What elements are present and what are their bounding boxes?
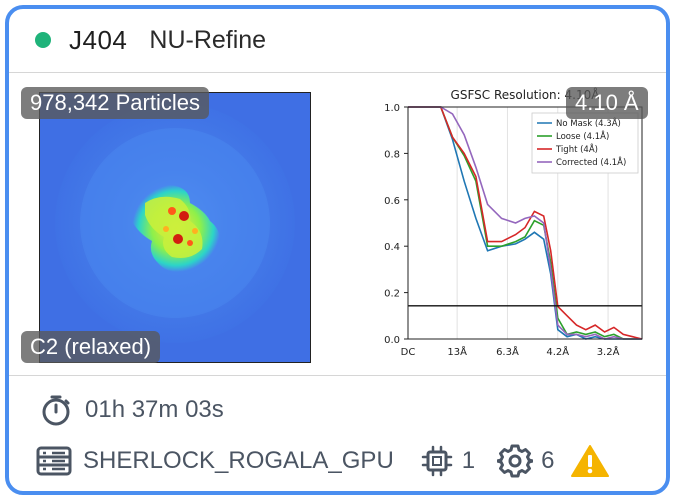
gear-icon xyxy=(497,443,534,479)
header-divider xyxy=(9,72,666,73)
elapsed-time: 01h 37m 03s xyxy=(85,396,224,423)
fsc-chart[interactable]: GSFSC Resolution: 4.10Å DC 13Å 6.3Å 4.2Å 3.2Å… xyxy=(359,81,649,371)
status-dot xyxy=(35,32,51,48)
symmetry-badge: C2 (relaxed) xyxy=(21,331,161,363)
density-map-svg xyxy=(40,93,310,362)
warning-icon[interactable] xyxy=(570,444,609,478)
resolution-badge: 4.10 Å xyxy=(566,87,648,119)
series-line-3 xyxy=(408,106,642,340)
y-tick-label: 0.2 xyxy=(384,289,400,300)
legend-label-2: Tight (4Å) xyxy=(555,143,598,155)
job-id[interactable]: J404 xyxy=(69,24,128,55)
plot-frame xyxy=(407,106,643,340)
y-tick-label: 0.6 xyxy=(384,196,400,207)
y-tick-label: 1.0 xyxy=(384,103,400,114)
job-card[interactable]: J404 NU-Refine xyxy=(5,5,670,495)
density-map-image[interactable] xyxy=(39,92,311,363)
x-tick-label: 6.3Å xyxy=(496,345,519,358)
card-header: J404 NU-Refine xyxy=(9,9,666,71)
x-tick-label: 3.2Å xyxy=(597,345,620,358)
y-tick-label: 0.4 xyxy=(384,242,400,253)
y-tick-label: 0.0 xyxy=(384,335,400,346)
chart-title: GSFSC Resolution: 4.10Å xyxy=(451,87,601,102)
legend-label-1: Loose (4.1Å) xyxy=(556,130,609,142)
legend-label-3: Corrected (4.1Å) xyxy=(556,156,626,168)
stopwatch-icon xyxy=(39,393,73,427)
legend-label-0: No Mask (4.3Å) xyxy=(556,117,621,129)
y-tick-label: 0.8 xyxy=(384,149,400,160)
chip-icon xyxy=(420,444,454,478)
series-line-2 xyxy=(408,106,643,340)
x-tick-label: DC xyxy=(401,347,416,358)
x-tick-label: 4.2Å xyxy=(546,345,569,358)
particles-badge: 978,342 Particles xyxy=(21,87,209,119)
server-icon xyxy=(35,444,73,478)
cpu-count: 6 xyxy=(541,447,555,474)
media-panel: 978,342 Particles C2 (relaxed) GSFSC Res… xyxy=(9,73,666,373)
gpu-count: 1 xyxy=(461,447,476,474)
elapsed-row: 01h 37m 03s xyxy=(9,387,666,433)
resources-row: SHERLOCK_ROGALA_GPU 1 6 xyxy=(9,439,666,483)
lane-name[interactable]: SHERLOCK_ROGALA_GPU xyxy=(83,447,394,474)
job-type: NU-Refine xyxy=(149,25,267,54)
x-tick-label: 13Å xyxy=(447,345,467,358)
footer-divider xyxy=(9,375,666,376)
